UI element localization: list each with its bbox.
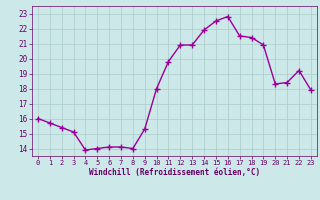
X-axis label: Windchill (Refroidissement éolien,°C): Windchill (Refroidissement éolien,°C) [89,168,260,177]
